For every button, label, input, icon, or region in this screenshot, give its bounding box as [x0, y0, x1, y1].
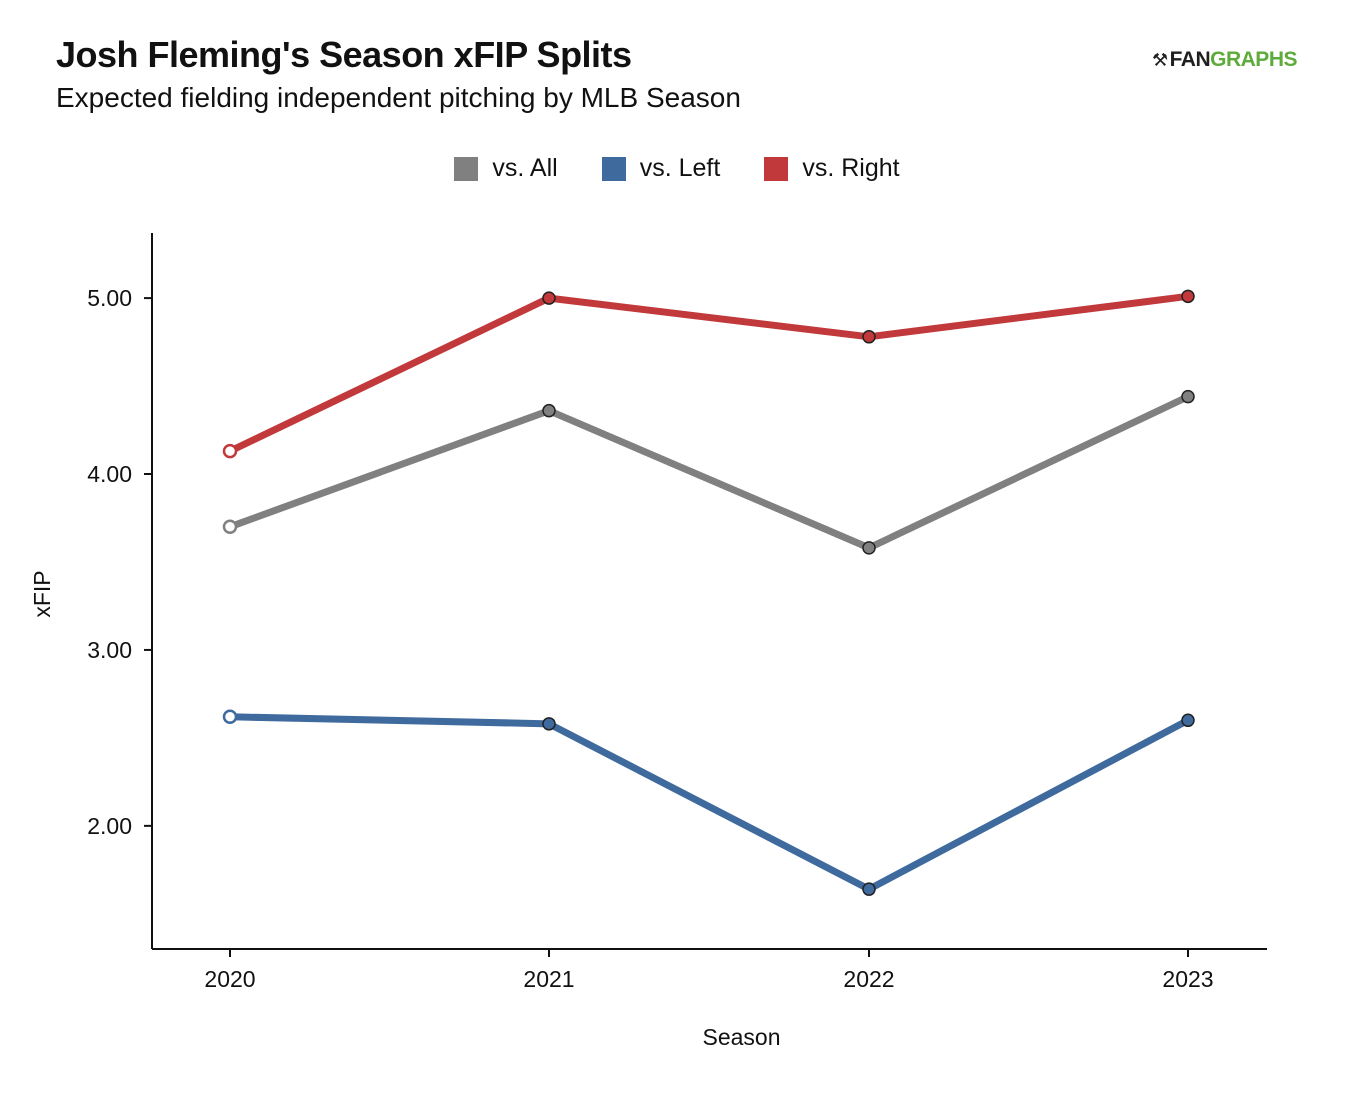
data-point-all: [1181, 389, 1195, 404]
chart-subtitle: Expected fielding independent pitching b…: [56, 82, 741, 113]
y-axis-title: xFIP: [29, 570, 55, 617]
fangraphs-logo: ⚒ FAN GRAPHS: [1152, 48, 1297, 72]
y-tick-label: 3.00: [87, 637, 132, 663]
legend-swatch-right: [764, 156, 789, 181]
data-point-right: [542, 291, 556, 305]
chart-legend: vs. All vs. Left vs. Right: [0, 154, 1354, 183]
legend-swatch-all: [454, 156, 479, 181]
chart-title: Josh Fleming's Season xFIP Splits: [56, 34, 632, 75]
x-tick-label: 2022: [843, 966, 894, 992]
y-tick-label: 4.00: [87, 461, 132, 487]
series-line-left: [226, 713, 1192, 893]
chart-series: [226, 292, 1192, 893]
x-tick-label: 2020: [204, 966, 255, 992]
data-point-right: [1181, 289, 1195, 304]
data-point-all: [542, 403, 556, 418]
legend-label-left: vs. Left: [639, 154, 721, 182]
legend-swatch-left: [601, 156, 626, 181]
data-point-right: [862, 330, 876, 344]
fangraphs-logo-icon: ⚒: [1152, 49, 1168, 70]
legend-item-all: vs. All: [454, 154, 558, 183]
data-point-all: [222, 519, 238, 535]
legend-item-right: vs. Right: [764, 154, 900, 183]
chart-points: [222, 289, 1195, 896]
logo-text-fan: FAN: [1169, 48, 1211, 71]
chart-axes: 2.00 3.00 4.00 5.00 2020 2021 2022 2023 Season xF…: [29, 233, 1267, 1050]
y-tick-label: 5.00: [87, 285, 132, 311]
x-tick-label: 2023: [1162, 966, 1213, 992]
data-point-right: [222, 443, 238, 459]
logo-text-graphs: GRAPHS: [1210, 48, 1297, 71]
data-point-all: [862, 541, 876, 555]
data-point-left: [222, 709, 238, 725]
series-line-all: [226, 393, 1192, 552]
x-axis-title: Season: [702, 1024, 780, 1050]
y-tick-label: 2.00: [87, 813, 132, 839]
legend-label-all: vs. All: [492, 154, 558, 182]
legend-item-left: vs. Left: [601, 154, 721, 183]
series-line-right: [226, 292, 1192, 455]
x-tick-label: 2021: [523, 966, 574, 992]
data-point-left: [542, 717, 556, 731]
data-point-left: [862, 882, 876, 896]
legend-label-right: vs. Right: [802, 154, 900, 182]
data-point-left: [1181, 713, 1195, 728]
